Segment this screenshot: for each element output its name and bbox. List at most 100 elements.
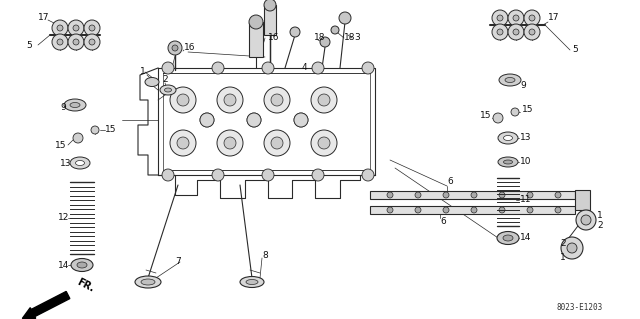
Circle shape [89, 25, 95, 31]
Circle shape [567, 243, 577, 253]
Circle shape [212, 62, 224, 74]
Circle shape [73, 133, 83, 143]
Circle shape [212, 169, 224, 181]
Ellipse shape [497, 232, 519, 244]
Circle shape [561, 237, 583, 259]
Text: 16: 16 [268, 33, 280, 42]
Circle shape [527, 207, 533, 213]
Text: 18: 18 [314, 33, 326, 42]
Circle shape [362, 62, 374, 74]
Ellipse shape [498, 132, 518, 144]
Text: 15: 15 [522, 106, 534, 115]
Circle shape [247, 113, 261, 127]
Text: FR.: FR. [75, 277, 95, 293]
Circle shape [499, 207, 505, 213]
Ellipse shape [503, 235, 513, 241]
Text: 17: 17 [38, 13, 49, 23]
Ellipse shape [160, 85, 176, 95]
Text: 8: 8 [262, 250, 268, 259]
Circle shape [271, 137, 283, 149]
Text: 15: 15 [480, 110, 492, 120]
Circle shape [68, 20, 84, 36]
Circle shape [529, 15, 535, 21]
Circle shape [415, 207, 421, 213]
Text: 13: 13 [520, 133, 531, 143]
Text: 12: 12 [58, 213, 69, 222]
Circle shape [89, 39, 95, 45]
Circle shape [57, 39, 63, 45]
Circle shape [57, 25, 63, 31]
Circle shape [320, 37, 330, 47]
Text: 1: 1 [560, 254, 566, 263]
Circle shape [311, 130, 337, 156]
Circle shape [492, 24, 508, 40]
Circle shape [576, 210, 596, 230]
Text: 14: 14 [520, 234, 531, 242]
Ellipse shape [246, 279, 258, 285]
Text: 2: 2 [597, 220, 603, 229]
Circle shape [264, 0, 276, 11]
Circle shape [524, 10, 540, 26]
Circle shape [294, 113, 308, 127]
Ellipse shape [135, 276, 161, 288]
Ellipse shape [70, 157, 90, 169]
Text: 15: 15 [105, 125, 116, 135]
Circle shape [499, 192, 505, 198]
Circle shape [177, 137, 189, 149]
Circle shape [170, 130, 196, 156]
Ellipse shape [504, 160, 513, 164]
Circle shape [443, 192, 449, 198]
Circle shape [443, 207, 449, 213]
Circle shape [168, 41, 182, 55]
Circle shape [264, 130, 290, 156]
Text: 5: 5 [572, 46, 578, 55]
Circle shape [471, 207, 477, 213]
Circle shape [200, 113, 214, 127]
Circle shape [471, 192, 477, 198]
Bar [264, 5, 276, 35]
Text: 6: 6 [440, 218, 445, 226]
Bar [249, 22, 263, 57]
Circle shape [527, 192, 533, 198]
Ellipse shape [499, 74, 521, 86]
Circle shape [312, 62, 324, 74]
Circle shape [200, 113, 214, 127]
Circle shape [170, 87, 196, 113]
Circle shape [362, 169, 374, 181]
Text: 1: 1 [140, 68, 146, 77]
FancyArrow shape [22, 292, 70, 318]
Circle shape [52, 20, 68, 36]
Ellipse shape [141, 279, 155, 285]
Circle shape [217, 87, 243, 113]
Circle shape [497, 29, 503, 35]
Circle shape [262, 169, 274, 181]
Circle shape [513, 15, 519, 21]
Ellipse shape [504, 136, 513, 140]
Text: 7: 7 [175, 257, 180, 266]
Circle shape [493, 113, 503, 123]
Circle shape [331, 26, 339, 34]
Circle shape [162, 169, 174, 181]
Circle shape [177, 94, 189, 106]
Ellipse shape [77, 262, 87, 268]
Circle shape [172, 45, 178, 51]
Text: 2: 2 [162, 76, 168, 85]
Circle shape [524, 24, 540, 40]
Circle shape [555, 192, 561, 198]
Ellipse shape [70, 102, 80, 108]
Ellipse shape [240, 277, 264, 287]
Circle shape [264, 87, 290, 113]
Circle shape [529, 29, 535, 35]
Bar [370, 191, 575, 199]
Circle shape [339, 12, 351, 24]
Bar [370, 206, 575, 214]
Circle shape [555, 207, 561, 213]
Circle shape [312, 169, 324, 181]
Circle shape [508, 10, 524, 26]
Circle shape [73, 25, 79, 31]
Circle shape [415, 192, 421, 198]
Text: 5: 5 [26, 41, 32, 49]
Circle shape [294, 113, 308, 127]
Circle shape [511, 108, 519, 116]
Circle shape [318, 94, 330, 106]
